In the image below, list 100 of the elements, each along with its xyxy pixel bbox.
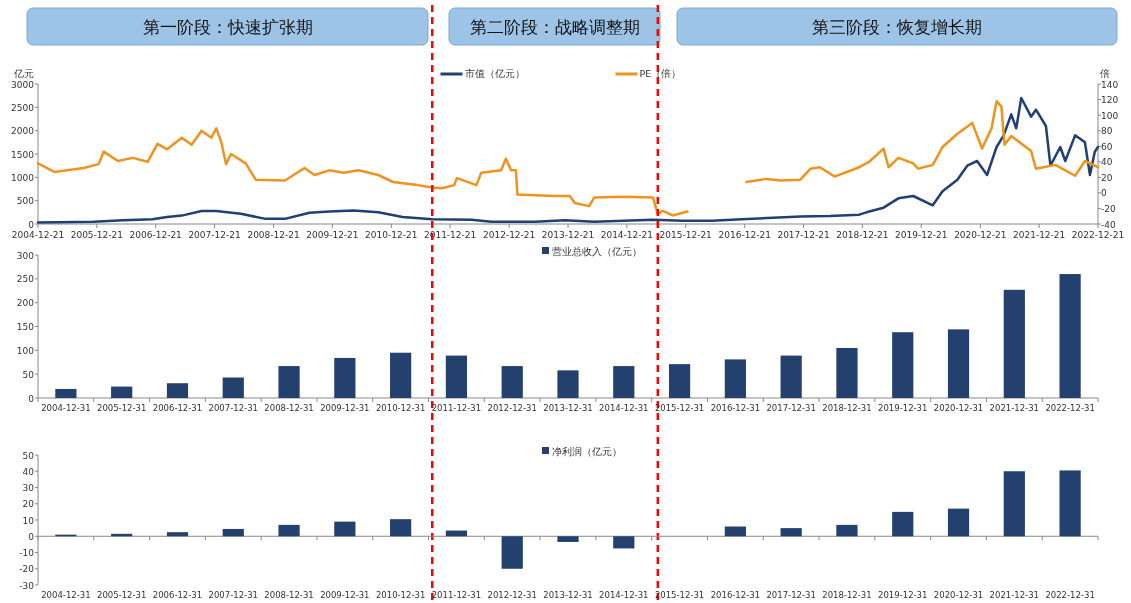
bar (557, 370, 579, 398)
x-tick-label: 2010-12-21 (365, 230, 418, 240)
x-tick-label: 2022-12-31 (1045, 403, 1095, 413)
bar (1003, 471, 1025, 537)
bar (1059, 274, 1081, 398)
bar (1059, 470, 1081, 537)
x-tick-label: 2016-12-31 (710, 590, 761, 600)
x-tick-label: 2013-12-31 (543, 403, 593, 413)
x-tick-label: 2022-12-21 (1071, 230, 1125, 240)
x-tick-label: 2010-12-31 (375, 590, 426, 600)
x-tick-label: 2017-12-31 (766, 403, 816, 413)
x-tick-label: 2007-12-31 (208, 403, 258, 413)
y2-tick-label: 40 (1101, 157, 1113, 168)
y-tick-label: 300 (16, 250, 35, 261)
bar (278, 366, 300, 398)
x-tick-label: 2009-12-31 (320, 590, 370, 600)
x-tick-label: 2009-12-31 (320, 403, 370, 413)
bar (780, 355, 802, 398)
y2-tick-label: 100 (1101, 110, 1119, 121)
x-tick-label: 2020-12-31 (933, 590, 984, 600)
bar (445, 355, 468, 398)
x-tick-label: 2020-12-21 (954, 230, 1007, 240)
y-tick-label: 150 (16, 322, 35, 332)
x-tick-label: 2011-12-31 (431, 403, 482, 413)
bar (724, 359, 746, 398)
y2-axis-title: 倍 (1100, 68, 1110, 79)
x-tick-label: 2009-12-21 (306, 230, 359, 240)
x-tick-label: 2016-12-31 (710, 403, 761, 413)
y2-tick-label: 140 (1101, 79, 1119, 90)
bar (836, 524, 858, 537)
y-tick-label: -10 (19, 548, 35, 558)
legend-label: 市值（亿元） (464, 68, 525, 79)
x-tick-label: 2008-12-31 (264, 403, 314, 413)
bar (947, 329, 970, 398)
x-tick-label: 2005-12-21 (70, 230, 124, 240)
y-tick-label: 2500 (11, 102, 35, 113)
y2-tick-label: 0 (1101, 188, 1107, 199)
x-tick-label: 2004-12-31 (41, 590, 91, 600)
x-tick-label: 2021-12-31 (989, 590, 1040, 600)
x-tick-label: 2005-12-31 (96, 403, 147, 413)
x-tick-label: 2012-12-31 (487, 590, 537, 600)
x-tick-label: 2012-12-31 (487, 403, 537, 413)
bar (613, 536, 635, 549)
y2-tick-label: 120 (1101, 95, 1119, 106)
x-tick-label: 2004-12-31 (41, 403, 91, 413)
y-tick-label: 0 (28, 531, 35, 542)
x-tick-label: 2021-12-21 (1012, 230, 1066, 240)
bar (390, 519, 412, 537)
x-tick-label: 2016-12-21 (718, 230, 771, 240)
y-tick-label: 250 (16, 274, 35, 285)
y2-tick-label: -20 (1101, 203, 1116, 214)
x-tick-label: 2014-12-31 (599, 403, 649, 413)
x-tick-label: 2007-12-31 (208, 590, 258, 600)
bar (390, 352, 412, 398)
y-tick-label: 100 (16, 345, 35, 356)
bar (278, 524, 300, 537)
y-tick-label: -20 (19, 564, 35, 575)
x-tick-label: 2019-12-31 (878, 590, 928, 600)
bar (613, 366, 635, 398)
y-tick-label: 500 (16, 196, 35, 207)
y-tick-label: 1000 (11, 172, 35, 183)
bar (892, 511, 914, 537)
bar (668, 364, 691, 398)
x-tick-label: 2017-12-31 (766, 590, 816, 600)
x-tick-label: 2008-12-31 (264, 590, 314, 600)
y-axis-title: 亿元 (13, 68, 34, 79)
x-tick-label: 2006-12-21 (129, 230, 182, 240)
x-tick-label: 2022-12-31 (1045, 590, 1095, 600)
x-tick-label: 2015-12-31 (654, 403, 705, 413)
bar (111, 386, 133, 398)
x-tick-label: 2018-12-31 (822, 590, 872, 600)
y-tick-label: 1500 (11, 149, 35, 160)
x-tick-label: 2012-12-21 (482, 230, 536, 240)
y-tick-label: -30 (19, 580, 35, 591)
bar (947, 508, 970, 537)
x-tick-label: 2013-12-31 (543, 590, 593, 600)
x-tick-label: 2019-12-21 (895, 230, 948, 240)
bar (334, 521, 356, 537)
x-tick-label: 2010-12-31 (375, 403, 426, 413)
x-tick-label: 2019-12-31 (878, 403, 928, 413)
y-tick-label: 40 (22, 466, 35, 477)
y-tick-label: 20 (22, 499, 35, 510)
x-tick-label: 2014-12-31 (599, 590, 649, 600)
x-tick-label: 2007-12-21 (188, 230, 241, 240)
x-tick-label: 2008-12-21 (247, 230, 300, 240)
x-tick-label: 2021-12-31 (989, 403, 1040, 413)
y-tick-label: 50 (22, 369, 35, 380)
y2-tick-label: -40 (1101, 219, 1116, 230)
bar (501, 536, 523, 569)
bar (724, 526, 746, 537)
bar (557, 536, 579, 542)
bar (836, 347, 858, 398)
y-tick-label: 30 (22, 483, 35, 493)
y-tick-label: 3000 (11, 79, 35, 90)
x-tick-label: 2014-12-21 (600, 230, 654, 240)
bar (222, 528, 244, 537)
x-tick-label: 2017-12-21 (777, 230, 830, 240)
y-tick-label: 50 (22, 450, 35, 461)
x-tick-label: 2006-12-31 (152, 403, 203, 413)
y2-tick-label: 20 (1101, 172, 1113, 183)
